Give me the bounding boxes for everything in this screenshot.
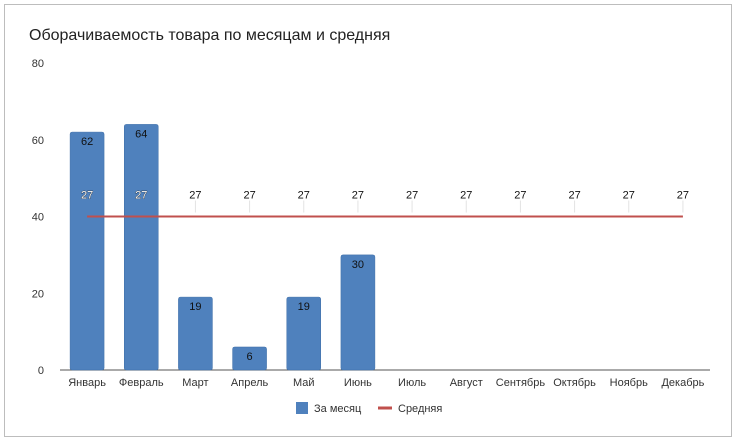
y-tick-label: 80 [32,58,44,70]
x-tick-label: Январь [68,377,106,389]
y-tick-label: 40 [32,212,44,224]
average-data-label: 27 [298,190,310,202]
x-tick-label: Декабрь [661,377,704,389]
average-data-label: 27 [677,190,689,202]
average-data-label: 27 [189,190,201,202]
bar-data-label: 19 [298,301,310,313]
average-data-label: 27 [135,190,147,202]
bar [178,296,213,371]
x-tick-label: Июнь [344,377,372,389]
x-tick-label: Апрель [231,377,269,389]
x-tick-label: Март [182,377,208,389]
average-data-label: 27 [460,190,472,202]
average-data-label: 27 [243,190,255,202]
y-tick-label: 60 [32,135,44,147]
bar [232,346,267,371]
y-tick-label: 20 [32,288,44,300]
bar [124,124,159,371]
x-tick-label: Июль [398,377,426,389]
average-data-label: 27 [352,190,364,202]
bar-data-label: 19 [189,301,201,313]
average-data-label: 27 [568,190,580,202]
chart-title: Оборачиваемость товара по месяцам и сред… [29,27,391,44]
bar-data-label: 64 [135,128,147,140]
bar [286,296,321,371]
bar-data-label: 62 [81,136,93,148]
average-data-label: 27 [514,190,526,202]
x-tick-label: Август [450,377,483,389]
legend-label: За месяц [314,403,362,415]
bar-data-label: 6 [247,351,253,363]
x-tick-label: Ноябрь [610,377,648,389]
legend-label: Средняя [398,403,442,415]
average-data-label: 27 [406,190,418,202]
legend-swatch-bar [296,402,308,414]
x-tick-label: Октябрь [553,377,596,389]
x-tick-label: Май [293,377,315,389]
bar [340,254,376,371]
x-tick-label: Сентябрь [496,377,546,389]
y-tick-label: 0 [38,365,44,377]
bar-data-label: 30 [352,259,364,271]
average-data-label: 27 [623,190,635,202]
x-tick-label: Февраль [119,377,164,389]
bar [69,131,105,371]
average-data-label: 27 [81,190,93,202]
